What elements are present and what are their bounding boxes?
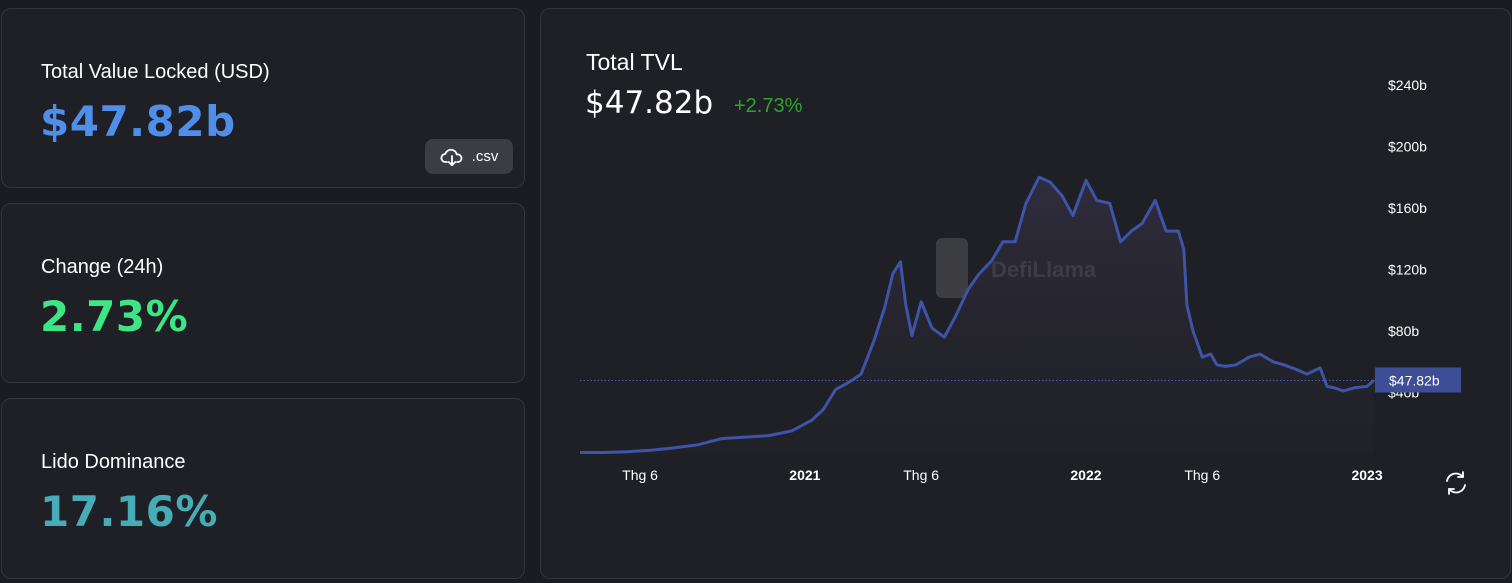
cloud-download-icon [440, 147, 464, 167]
x-tick-label: 2021 [789, 467, 820, 483]
change-card: Change (24h) 2.73% [1, 203, 525, 383]
chart-title: Total TVL [586, 49, 683, 75]
chart-value: $47.82b [585, 85, 714, 121]
change-value: 2.73% [40, 292, 189, 341]
x-tick-label: Thg 6 [622, 467, 658, 483]
y-tick-label: $200b [1388, 139, 1427, 155]
current-value-badge [1375, 367, 1461, 393]
tvl-area-fill [580, 177, 1374, 455]
download-csv-button[interactable]: .csv [425, 139, 513, 174]
tvl-value: $47.82b [40, 97, 236, 146]
x-tick-label: 2022 [1070, 467, 1101, 483]
tvl-chart-card: Total TVL $47.82b +2.73% DefiLlama $40b$… [540, 8, 1511, 579]
refresh-button[interactable] [1441, 468, 1471, 498]
tvl-card: Total Value Locked (USD) $47.82b .csv [1, 8, 525, 188]
y-tick-label: $120b [1388, 262, 1427, 278]
llama-logo-icon [936, 238, 968, 298]
y-tick-label: $240b [1388, 77, 1427, 93]
dominance-value: 17.16% [40, 487, 218, 536]
tvl-label: Total Value Locked (USD) [41, 61, 270, 83]
y-tick-label: $80b [1388, 323, 1419, 339]
x-tick-label: Thg 6 [1184, 467, 1220, 483]
refresh-icon [1446, 471, 1466, 495]
change-label: Change (24h) [41, 256, 164, 278]
current-value-marker: $47.82b [1375, 367, 1461, 393]
tvl-line [580, 175, 1376, 454]
dominance-label: Lido Dominance [41, 451, 186, 473]
x-axis: Thg 6 2021 Thg 6 2022 Thg 6 2023 [622, 467, 1383, 483]
csv-label: .csv [471, 148, 499, 165]
x-tick-label: Thg 6 [903, 467, 939, 483]
y-axis: $40b$80b$120b$160b$200b$240b [1388, 77, 1427, 401]
current-value-label: $47.82b [1389, 372, 1440, 388]
y-tick-label: $160b [1388, 200, 1427, 216]
dominance-card: Lido Dominance 17.16% [1, 398, 525, 579]
tvl-area-chart[interactable]: DefiLlama $40b$80b$120b$160b$200b$240b T… [541, 9, 1510, 578]
x-tick-label: 2023 [1351, 467, 1382, 483]
chart-change: +2.73% [734, 95, 803, 117]
